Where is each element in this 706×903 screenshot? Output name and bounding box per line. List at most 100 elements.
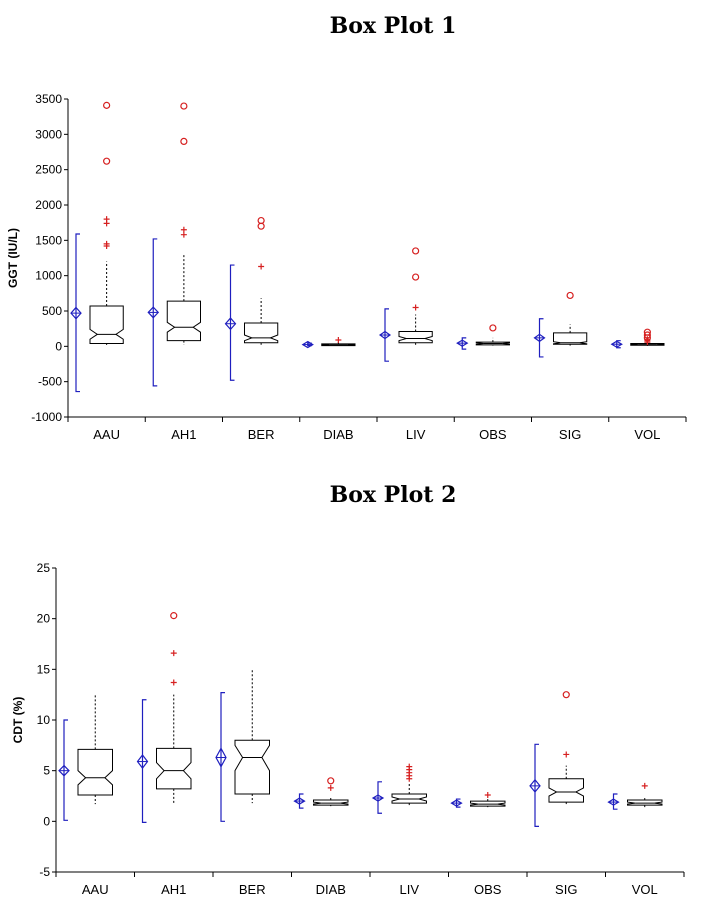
outlier-plus — [258, 263, 265, 270]
y-tick-label: 500 — [42, 304, 62, 318]
outlier-plus — [641, 782, 648, 789]
outlier-circle — [412, 247, 420, 255]
outlier-circle — [170, 612, 178, 620]
x-tick-label: SIG — [555, 882, 577, 897]
outlier-plus — [170, 650, 177, 657]
y-tick-label: 20 — [37, 612, 51, 626]
box-obs — [456, 324, 510, 350]
outlier-plus — [103, 216, 110, 223]
y-tick-label: 25 — [37, 561, 51, 575]
sd-bracket — [229, 264, 235, 381]
y-tick-label: 1000 — [35, 269, 62, 283]
x-tick-label: AAU — [82, 882, 109, 897]
box-body — [548, 778, 584, 803]
y-tick-label: 0 — [55, 339, 62, 353]
sd-bracket — [377, 781, 382, 814]
mean-diamond — [224, 317, 237, 331]
outlier-circle — [489, 324, 497, 332]
x-tick-label: OBS — [479, 427, 507, 442]
box-diab — [293, 777, 349, 809]
y-axis-label: GGT (IU/L) — [6, 228, 20, 288]
box-body — [470, 800, 506, 807]
box-body — [391, 793, 427, 804]
box-body — [244, 322, 279, 344]
y-tick-label: -1000 — [31, 410, 62, 424]
sd-bracket — [220, 692, 225, 822]
chart-title: Box Plot 1 — [330, 13, 457, 39]
outlier-circle — [257, 216, 265, 225]
x-tick-label: DIAB — [323, 427, 353, 442]
outlier-circle — [180, 137, 188, 145]
y-tick-label: 15 — [37, 662, 51, 676]
x-tick-label: AAU — [93, 427, 120, 442]
mean-diamond — [378, 330, 392, 340]
outlier-circle — [412, 273, 420, 281]
box-body — [313, 799, 349, 806]
x-tick-label: AH1 — [171, 427, 196, 442]
box-sig — [533, 291, 588, 358]
box-diab — [301, 336, 356, 349]
y-tick-label: 2000 — [35, 198, 62, 212]
box-ber — [215, 669, 270, 822]
mean-diamond — [293, 797, 306, 805]
y-tick-label: 2500 — [35, 163, 62, 177]
box-plot-1: Box Plot 1 GGT (IU/L) -1000 -500 0 500 1000 1… — [6, 13, 687, 442]
x-tick-label: DIAB — [316, 882, 346, 897]
box-aau — [70, 101, 124, 393]
x-tick-label: VOL — [632, 882, 658, 897]
outlier-circle — [103, 157, 111, 165]
mean-diamond — [607, 798, 620, 806]
sd-bracket — [612, 793, 618, 810]
outlier-plus — [335, 336, 342, 343]
box-ah1 — [147, 102, 201, 387]
box-ber — [224, 216, 279, 381]
box-body — [156, 747, 192, 790]
outlier-plus — [170, 679, 177, 686]
mean-diamond — [301, 340, 314, 349]
box-body — [627, 799, 663, 806]
box-body — [89, 305, 124, 345]
outlier-plus — [103, 240, 110, 247]
x-tick-label: AH1 — [161, 882, 186, 897]
outlier-circle — [566, 291, 574, 300]
outlier-plus — [180, 226, 187, 233]
mean-diamond — [610, 340, 623, 348]
outlier-circle — [643, 328, 651, 336]
box-vol — [607, 782, 663, 810]
box-body — [77, 748, 113, 796]
outlier-circle — [180, 102, 188, 110]
x-tick-label: LIV — [406, 427, 426, 442]
box-body — [166, 300, 201, 342]
mean-diamond — [147, 306, 160, 319]
x-tick-label: SIG — [559, 427, 581, 442]
mean-diamond — [58, 764, 70, 777]
mean-diamond — [529, 778, 541, 793]
mean-diamond — [450, 799, 463, 807]
y-tick-label: 10 — [37, 713, 51, 727]
chart-title: Box Plot 2 — [330, 482, 457, 508]
y-tick-label: 3500 — [35, 92, 62, 106]
outlier-plus — [327, 784, 334, 791]
box-sig — [529, 691, 584, 827]
y-tick-label: 5 — [43, 764, 50, 778]
mean-diamond — [533, 333, 546, 343]
box-ah1 — [136, 612, 192, 823]
x-tick-label: VOL — [634, 427, 660, 442]
box-body — [398, 330, 433, 344]
box-body — [553, 332, 588, 345]
mean-diamond — [136, 753, 149, 770]
x-tick-label: LIV — [399, 882, 419, 897]
x-tick-label: BER — [239, 882, 266, 897]
outlier-plus — [484, 791, 491, 798]
outlier-circle — [562, 691, 570, 699]
box-body — [234, 739, 270, 795]
box-vol — [610, 328, 665, 349]
y-tick-label: 0 — [43, 814, 50, 828]
box-plot-2: Box Plot 2 CDT (%) -5 0 5 10 15 20 25 AAU AH1 BER… — [11, 482, 685, 897]
y-axis-label: CDT (%) — [11, 697, 25, 744]
outlier-plus — [412, 304, 419, 311]
mean-diamond — [371, 794, 385, 802]
mean-diamond — [215, 747, 227, 768]
outlier-circle — [103, 101, 111, 109]
